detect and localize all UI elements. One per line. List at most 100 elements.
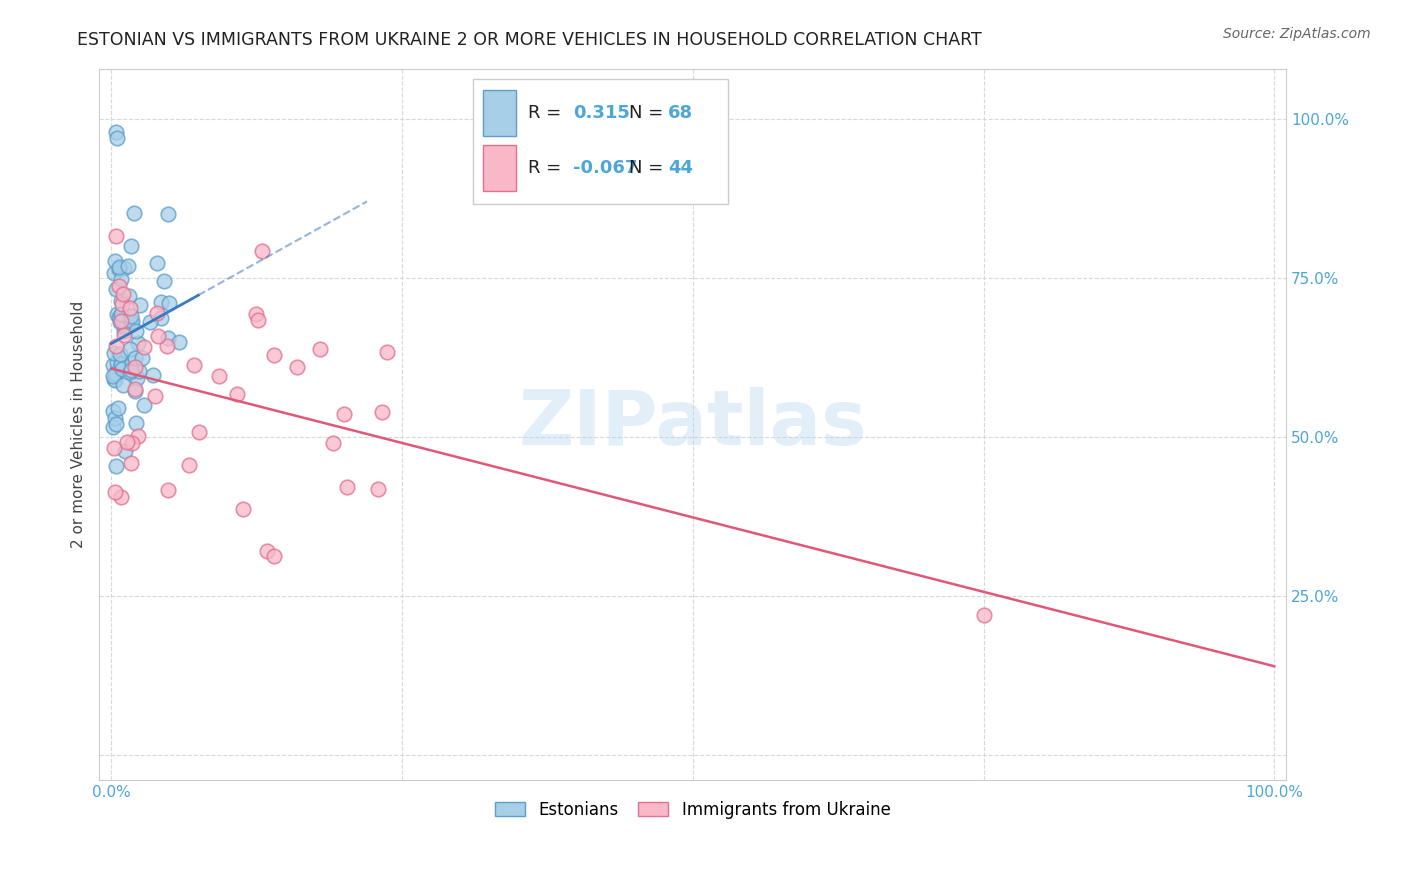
Point bbox=[110, 272, 132, 286]
Point bbox=[112, 319, 135, 334]
Text: ZIPatlas: ZIPatlas bbox=[519, 387, 868, 461]
Point bbox=[103, 420, 125, 434]
Point bbox=[105, 355, 128, 369]
Point bbox=[101, 368, 124, 383]
Point bbox=[104, 125, 127, 139]
Point bbox=[107, 261, 129, 276]
Point bbox=[122, 206, 145, 220]
Point bbox=[118, 342, 141, 356]
Point bbox=[132, 340, 155, 354]
Point bbox=[124, 359, 146, 374]
Point bbox=[322, 435, 344, 450]
Point bbox=[143, 389, 166, 403]
FancyBboxPatch shape bbox=[482, 145, 516, 191]
Point bbox=[103, 372, 125, 386]
Point bbox=[104, 459, 127, 474]
Point bbox=[108, 315, 131, 329]
Point bbox=[156, 483, 179, 497]
Text: ESTONIAN VS IMMIGRANTS FROM UKRAINE 2 OR MORE VEHICLES IN HOUSEHOLD CORRELATION : ESTONIAN VS IMMIGRANTS FROM UKRAINE 2 OR… bbox=[77, 31, 981, 49]
Point bbox=[110, 357, 132, 371]
Point bbox=[246, 313, 269, 327]
Text: -0.067: -0.067 bbox=[572, 159, 637, 178]
Point bbox=[232, 501, 254, 516]
Point bbox=[104, 282, 127, 296]
Point bbox=[183, 358, 205, 372]
Point bbox=[104, 253, 127, 268]
Point bbox=[263, 348, 285, 362]
Point bbox=[110, 491, 132, 505]
Point bbox=[112, 260, 135, 275]
FancyBboxPatch shape bbox=[474, 79, 728, 203]
Point bbox=[114, 324, 136, 338]
Point bbox=[104, 417, 127, 432]
Point bbox=[155, 338, 177, 352]
Point bbox=[146, 256, 169, 270]
Point bbox=[309, 342, 332, 356]
Point bbox=[370, 405, 392, 419]
Point bbox=[120, 317, 142, 331]
Point bbox=[112, 287, 135, 301]
Point bbox=[153, 274, 176, 288]
Point bbox=[120, 301, 142, 315]
Point bbox=[107, 310, 129, 325]
Point bbox=[121, 363, 143, 377]
Text: N =: N = bbox=[628, 104, 669, 122]
Point bbox=[367, 483, 389, 497]
Point bbox=[332, 407, 354, 421]
Point bbox=[188, 425, 211, 439]
Point bbox=[146, 328, 169, 343]
Point bbox=[157, 331, 180, 345]
Point bbox=[124, 384, 146, 398]
Point bbox=[121, 314, 143, 328]
Point bbox=[111, 361, 134, 376]
Point bbox=[156, 207, 179, 221]
Point bbox=[104, 228, 127, 243]
Point bbox=[252, 244, 274, 258]
Point bbox=[104, 339, 127, 353]
Point bbox=[103, 441, 125, 455]
Point bbox=[285, 359, 308, 374]
Point bbox=[112, 328, 135, 343]
Point bbox=[377, 344, 399, 359]
Point bbox=[114, 444, 136, 458]
Point bbox=[973, 608, 995, 623]
Text: 0.315: 0.315 bbox=[572, 104, 630, 122]
Point bbox=[121, 436, 143, 450]
Point bbox=[245, 307, 267, 321]
Point bbox=[117, 259, 139, 273]
Point bbox=[177, 458, 200, 472]
Point bbox=[120, 365, 142, 379]
Y-axis label: 2 or more Vehicles in Household: 2 or more Vehicles in Household bbox=[72, 301, 86, 548]
Point bbox=[101, 358, 124, 372]
Point bbox=[256, 543, 278, 558]
Text: Source: ZipAtlas.com: Source: ZipAtlas.com bbox=[1223, 27, 1371, 41]
Point bbox=[103, 373, 125, 387]
Point bbox=[167, 335, 190, 350]
Legend: Estonians, Immigrants from Ukraine: Estonians, Immigrants from Ukraine bbox=[488, 794, 897, 825]
Point bbox=[131, 351, 153, 365]
Point bbox=[107, 260, 129, 275]
Point bbox=[129, 297, 152, 311]
Point bbox=[115, 435, 138, 450]
Point bbox=[208, 369, 231, 384]
Point bbox=[263, 549, 285, 564]
Point bbox=[107, 401, 129, 415]
Point bbox=[105, 307, 128, 321]
Point bbox=[103, 345, 125, 359]
Point bbox=[127, 336, 149, 351]
Point bbox=[142, 368, 165, 383]
Point bbox=[104, 368, 127, 382]
Point bbox=[150, 295, 173, 310]
Point bbox=[121, 356, 143, 370]
Point bbox=[103, 266, 125, 280]
Point bbox=[138, 315, 160, 329]
Point bbox=[120, 456, 142, 470]
Point bbox=[132, 397, 155, 411]
Point bbox=[225, 387, 247, 401]
Point bbox=[118, 289, 141, 303]
Text: 68: 68 bbox=[668, 104, 693, 122]
Text: N =: N = bbox=[628, 159, 669, 178]
Point bbox=[110, 294, 132, 309]
Point bbox=[105, 131, 128, 145]
Point bbox=[127, 428, 149, 442]
